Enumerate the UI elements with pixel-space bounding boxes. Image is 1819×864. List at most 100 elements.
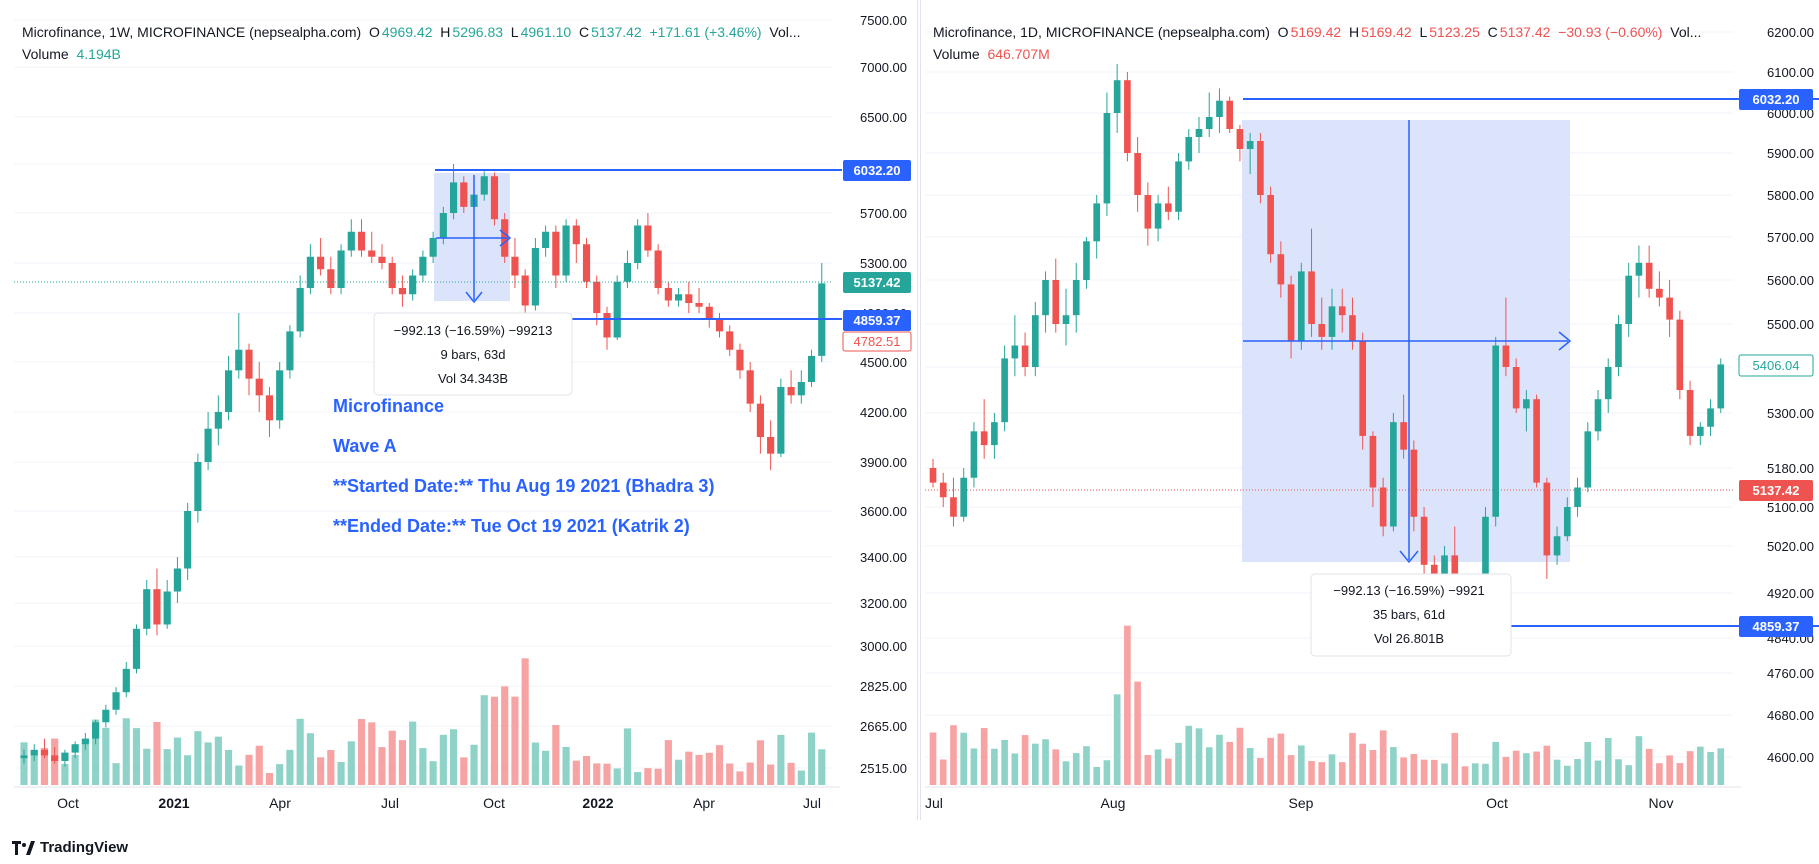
right-chart-svg[interactable]: −992.13 (−16.59%) −9921 35 bars, 61d Vol 2…	[921, 0, 1819, 820]
right-candle-body	[950, 497, 957, 517]
right-candle-body	[1297, 271, 1305, 342]
left-candle-body	[173, 568, 181, 592]
right-volume-bar	[1696, 746, 1704, 785]
right-volume-bar	[1430, 759, 1438, 785]
right-candle-body	[1696, 426, 1704, 436]
left-volume-bar	[756, 740, 764, 785]
right-volume-bar	[1042, 739, 1049, 785]
left-candle-body	[562, 225, 570, 276]
right-volume-bar	[1615, 759, 1622, 785]
right-volume-bar	[1349, 732, 1356, 785]
right-candle-body	[1451, 555, 1459, 584]
left-legend-volume-label: Volume	[22, 46, 69, 62]
left-chart-pane[interactable]: −992.13 (−16.59%) −99213 9 bars, 63d Vol 3…	[0, 0, 918, 820]
right-volume-bar	[1124, 625, 1131, 785]
left-volume-bar	[337, 761, 345, 785]
left-candle-body	[265, 395, 274, 421]
tradingview-footer[interactable]: TradingView	[12, 839, 128, 856]
right-legend-high: 5169.42	[1361, 24, 1412, 40]
left-volume-bar	[449, 729, 458, 785]
left-tag-last: 5137.42	[854, 275, 901, 290]
left-volume-bar	[726, 763, 734, 785]
right-volume-bar	[1113, 694, 1121, 785]
right-legend-close: 5137.42	[1499, 24, 1551, 40]
left-legend-volume-value: 4.194B	[76, 46, 121, 62]
left-volume-bar	[132, 728, 141, 785]
right-volume-bar	[1328, 754, 1336, 785]
left-x-tick-label: Oct	[57, 795, 79, 811]
tradingview-logo-icon	[12, 840, 35, 855]
right-volume-bar	[1676, 763, 1684, 785]
right-candle-body	[980, 431, 988, 446]
left-candle-body	[460, 182, 468, 207]
left-candle-body	[51, 755, 59, 761]
left-x-tick-label: 2021	[158, 795, 189, 811]
left-legend-high: 5296.83	[452, 24, 504, 40]
left-volume-bar	[531, 742, 539, 785]
left-candle-body	[685, 294, 693, 303]
left-volume-bar	[552, 724, 560, 785]
right-volume-bar	[1635, 736, 1643, 785]
right-tag-top: 6032.20	[1753, 92, 1800, 107]
left-volume-bar	[787, 762, 795, 785]
right-candle-body	[1072, 280, 1080, 316]
right-volume-bar	[1553, 759, 1561, 785]
right-measure-arrow-right	[1558, 331, 1572, 351]
left-y-tick-label: 5700.00	[860, 206, 907, 221]
left-volume-bar	[654, 768, 662, 785]
right-volume-bar	[1625, 765, 1633, 785]
right-candle-body	[1093, 203, 1101, 242]
right-candle-body	[1533, 399, 1540, 483]
right-volume-bar	[1134, 681, 1141, 785]
right-tag-bottom: 4859.37	[1753, 619, 1800, 634]
right-candle-body	[1042, 280, 1049, 316]
left-candle-body	[245, 349, 253, 379]
right-candle-body	[1482, 516, 1489, 579]
right-chart-pane[interactable]: −992.13 (−16.59%) −9921 35 bars, 61d Vol 2…	[920, 0, 1819, 820]
left-chart-svg[interactable]: −992.13 (−16.59%) −99213 9 bars, 63d Vol 3…	[0, 0, 917, 820]
left-volume-bar	[572, 760, 580, 785]
left-candle-body	[552, 231, 560, 276]
right-legend-l-label: L	[1419, 24, 1428, 40]
left-volume-bar	[71, 754, 79, 785]
right-y-tick-label: 5500.00	[1767, 317, 1814, 332]
right-candle-body	[1359, 341, 1367, 436]
right-candle-body	[1349, 315, 1356, 342]
right-volume-bar	[1512, 750, 1520, 785]
left-volume-bar	[194, 731, 202, 785]
left-y-tick-label: 6500.00	[860, 110, 907, 125]
right-volume-bar	[1226, 741, 1234, 785]
left-candle-body	[695, 303, 703, 307]
left-volume-bar	[511, 696, 519, 785]
right-volume-bar	[1062, 761, 1070, 785]
left-y-tick-label: 4200.00	[860, 405, 907, 420]
right-volume-bar	[1717, 748, 1725, 785]
right-candle-body	[1656, 288, 1663, 298]
right-y-tick-label: 5020.00	[1767, 539, 1814, 554]
left-candle-body	[705, 306, 713, 320]
right-legend-vol-more[interactable]: Vol...	[1670, 24, 1702, 40]
left-volume-bar	[173, 737, 181, 785]
left-volume-bar	[501, 686, 509, 785]
left-x-tick-label: 2022	[582, 795, 613, 811]
right-candle-body	[1185, 137, 1193, 162]
left-legend-vol-more[interactable]: Vol...	[769, 24, 801, 40]
right-candle-body	[1369, 435, 1377, 488]
left-volume-bar	[603, 763, 611, 785]
right-candle-body	[1338, 306, 1346, 316]
left-candle-body	[92, 722, 100, 739]
left-annotation-line-3: **Started Date:** Thu Aug 19 2021 (Bhadr…	[333, 476, 714, 496]
left-volume-bar	[317, 757, 325, 785]
left-legend-title: Microfinance, 1W, MICROFINANCE (nepsealp…	[22, 24, 362, 40]
left-y-tick-label: 2665.00	[860, 719, 907, 734]
left-candle-body	[572, 225, 580, 245]
right-tag-last-bg	[1739, 480, 1813, 501]
left-volume-bar	[777, 734, 785, 785]
right-candle-body	[960, 477, 968, 517]
right-legend-row-price: Microfinance, 1D, MICROFINANCE (nepsealp…	[933, 24, 1701, 40]
left-candle-body	[317, 256, 325, 270]
right-candle-body	[1420, 516, 1428, 565]
right-candle-body	[1512, 367, 1520, 409]
right-candle-body	[1062, 315, 1070, 324]
left-candle-body	[807, 355, 816, 382]
